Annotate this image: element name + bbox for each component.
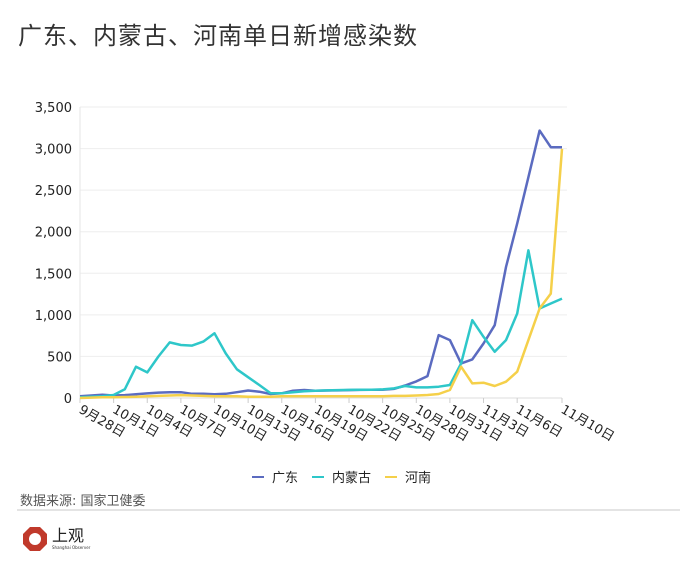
logo-icon bbox=[23, 527, 47, 551]
legend-swatch-neimenggu bbox=[312, 475, 325, 478]
legend-item-guangdong[interactable]: 广东 bbox=[252, 467, 298, 486]
logo-subtext: Shanghai Observer bbox=[52, 545, 91, 550]
legend: 广东 内蒙古 河南 bbox=[252, 467, 431, 486]
y-tick-label: 1,500 bbox=[35, 267, 72, 282]
x-tick-label: 11月10日 bbox=[558, 402, 617, 445]
y-tick-label: 2,000 bbox=[35, 226, 72, 241]
legend-item-henan[interactable]: 河南 bbox=[385, 467, 431, 486]
y-tick-label: 2,500 bbox=[35, 184, 72, 199]
legend-swatch-henan bbox=[385, 475, 398, 478]
y-tick-label: 0 bbox=[64, 392, 72, 407]
y-tick-label: 1,000 bbox=[35, 309, 72, 324]
legend-label: 广东 bbox=[272, 471, 299, 486]
y-tick-label: 500 bbox=[47, 350, 72, 365]
logo-text: 上观 bbox=[52, 526, 85, 545]
legend-label: 河南 bbox=[405, 471, 432, 486]
series-line-内蒙古 bbox=[79, 249, 563, 399]
legend-swatch-guangdong bbox=[252, 475, 264, 478]
y-tick-label: 3,000 bbox=[35, 143, 72, 158]
divider bbox=[17, 509, 680, 511]
logo: 上观 Shanghai Observer bbox=[22, 526, 90, 552]
data-source: 数据来源: 国家卫健委 bbox=[20, 494, 146, 509]
chart-title: 广东、内蒙古、河南单日新增感染数 bbox=[18, 22, 418, 50]
line-chart: 05001,0001,5002,0002,5003,0003,5009月28日1… bbox=[35, 101, 617, 445]
legend-label: 内蒙古 bbox=[332, 471, 372, 486]
legend-item-neimenggu[interactable]: 内蒙古 bbox=[312, 467, 371, 486]
y-tick-label: 3,500 bbox=[35, 101, 72, 116]
series-line-河南 bbox=[79, 148, 564, 400]
